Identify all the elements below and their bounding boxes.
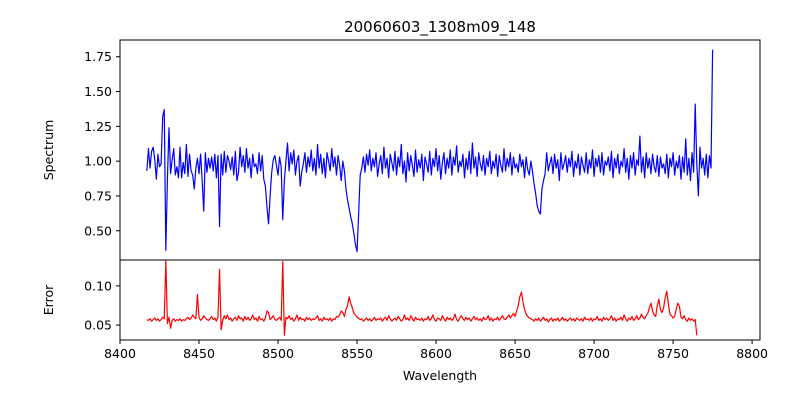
- xtick-label: 8400: [104, 346, 136, 361]
- error-frame: [119, 259, 761, 341]
- spectrum-series-line: [146, 49, 714, 253]
- xtick-label: 8550: [341, 346, 373, 361]
- error-ytick-label: 0.10: [84, 278, 112, 293]
- error-plot-area: 0.05 0.10: [84, 259, 761, 341]
- xtick-label: 8700: [578, 346, 610, 361]
- xtick-label: 8650: [499, 346, 531, 361]
- xtick-label: 8600: [420, 346, 452, 361]
- spectrum-panel: 0.50 0.75 1.00 1.25 1.50 1.75 Spectrum: [41, 39, 761, 261]
- x-axis-title: Wavelength: [403, 368, 477, 383]
- xtick-label: 8800: [736, 346, 768, 361]
- spectrum-ytick-label: 1.00: [84, 154, 112, 169]
- chart-title: 20060603_1308m09_148: [344, 18, 536, 37]
- spectrum-ytick-label: 1.75: [84, 49, 112, 64]
- xtick-label: 8750: [657, 346, 689, 361]
- spectrum-ytick-label: 0.50: [84, 223, 112, 238]
- error-series-line: [146, 260, 698, 336]
- error-ylabel: Error: [41, 284, 56, 315]
- spectrum-plot-area: 0.50 0.75 1.00 1.25 1.50 1.75: [84, 39, 761, 261]
- spectrum-ylabel: Spectrum: [41, 120, 56, 181]
- spectrum-ytick-label: 1.50: [84, 84, 112, 99]
- xtick-label: 8500: [262, 346, 294, 361]
- spectrum-frame: [119, 39, 761, 261]
- error-ytick-label: 0.05: [84, 318, 112, 333]
- x-axis: 8400 8450 8500 8550 8600 8650 8700 8750 8800: [104, 340, 768, 361]
- error-panel: 0.05 0.10 Error: [41, 259, 761, 341]
- spectrum-ytick-label: 0.75: [84, 188, 112, 203]
- xtick-label: 8450: [183, 346, 215, 361]
- spectrum-ytick-label: 1.25: [84, 119, 112, 134]
